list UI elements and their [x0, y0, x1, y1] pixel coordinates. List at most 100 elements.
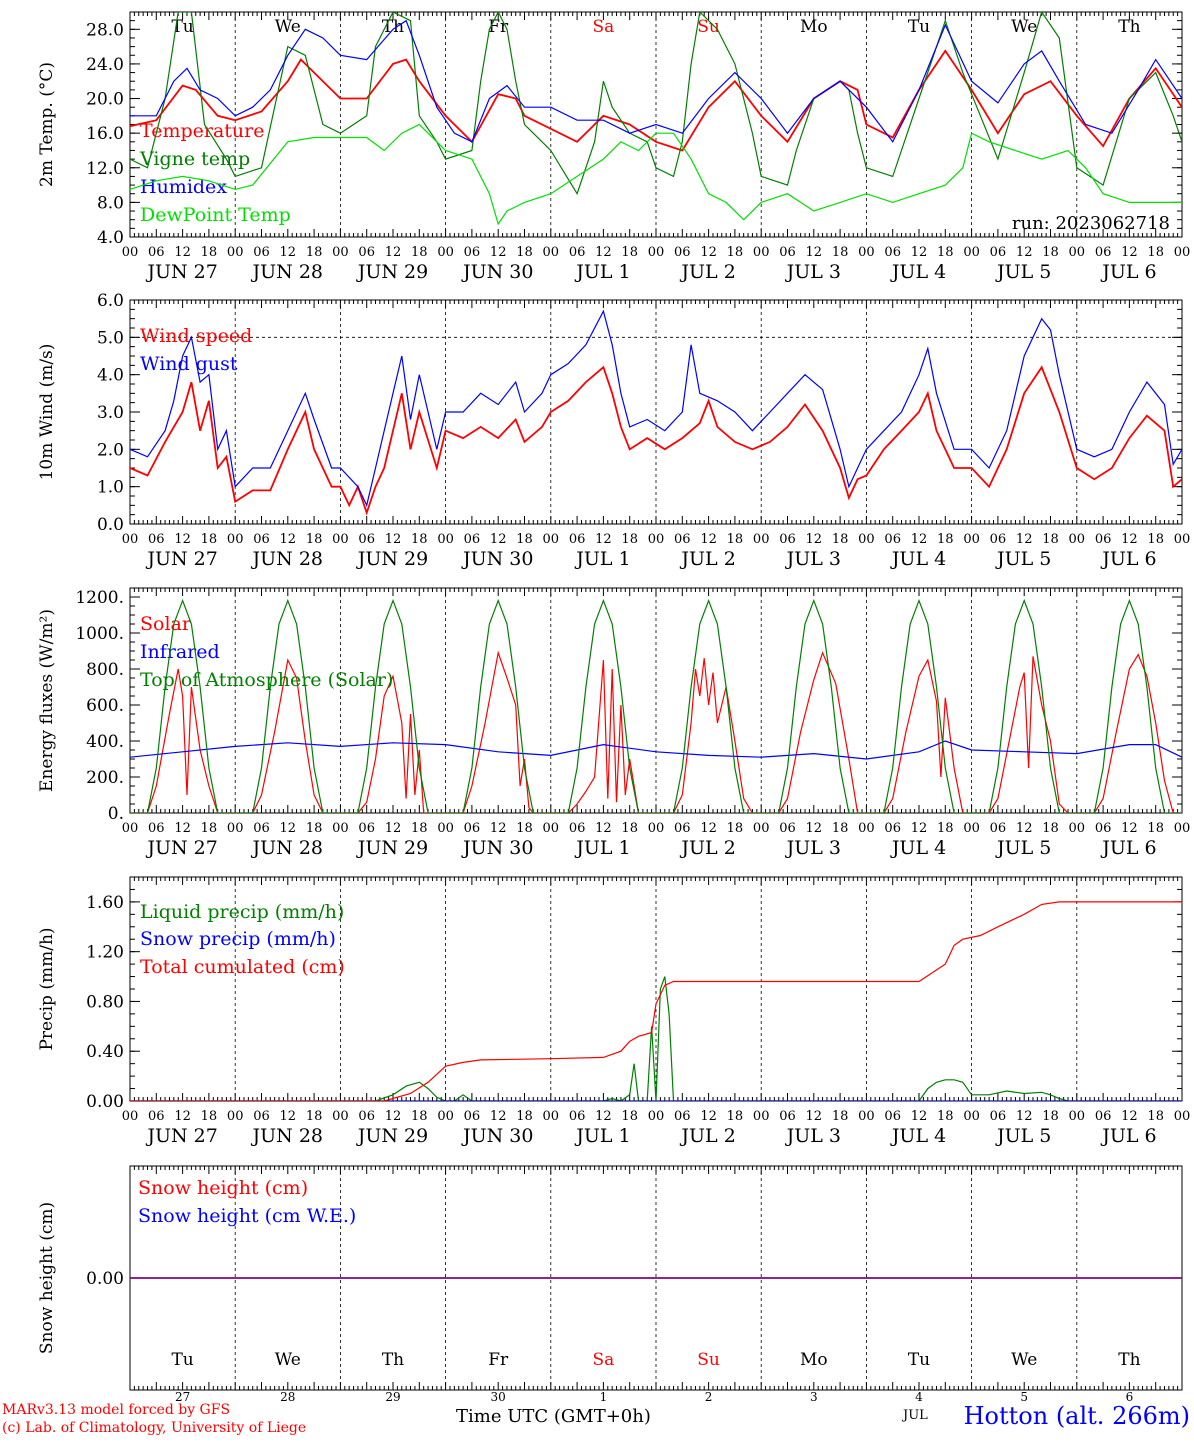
- x-hour-label: 00: [1174, 245, 1191, 260]
- y-tick-label: 16.0: [86, 124, 124, 144]
- x-hour-label: 00: [332, 532, 349, 547]
- x-hour-label: 18: [306, 1109, 323, 1124]
- x-hour-label: 06: [569, 821, 586, 836]
- legend-entry: Snow height (cm): [138, 1177, 308, 1199]
- legend-entry: Top of Atmosphere (Solar): [140, 669, 393, 691]
- x-hour-label: 12: [174, 1109, 191, 1124]
- y-tick-label: 0.00: [86, 1269, 124, 1289]
- x-hour-label: 18: [411, 1109, 428, 1124]
- weekday-label: Fr: [488, 1350, 509, 1370]
- x-hour-label: 06: [779, 821, 796, 836]
- weekday-label: We: [275, 1350, 301, 1370]
- x-hour-label: 18: [832, 245, 849, 260]
- x-hour-label: 00: [1069, 245, 1086, 260]
- x-hour-label: 18: [621, 1109, 638, 1124]
- x-day-label: JUN 27: [145, 837, 217, 859]
- x-hour-label: 18: [727, 245, 744, 260]
- x-hour-label: 12: [700, 821, 717, 836]
- weekday-label: Th: [382, 1350, 404, 1370]
- panel-5: 0.00 Snow height (cm) Tu 27 We 28 Th 29 Fr 30 Sa 1 S…: [37, 1165, 1183, 1404]
- x-hour-label: 00: [543, 532, 560, 547]
- series-liquid-precip-mm-h: [130, 976, 1182, 1101]
- x-hour-label: 00: [1174, 532, 1191, 547]
- plot-frame: [129, 587, 1183, 814]
- x-day-label: JUL 6: [1100, 837, 1156, 859]
- x-hour-label: 00: [227, 1109, 244, 1124]
- weekday-label: Th: [1118, 17, 1140, 37]
- x-hour-label: 06: [569, 532, 586, 547]
- x-hour-label: 12: [1016, 245, 1033, 260]
- x-hour-label: 12: [1121, 1109, 1138, 1124]
- x-hour-label: 06: [253, 821, 270, 836]
- y-tick-label: 1200.: [75, 588, 124, 608]
- x-hour-label: 00: [122, 821, 139, 836]
- run-label: run: 2023062718: [1012, 213, 1170, 234]
- x-hour-label: 00: [753, 245, 770, 260]
- series-total-cumulated-cm: [130, 901, 1182, 1101]
- x-hour-label: 06: [674, 532, 691, 547]
- day-number-label: 28: [280, 1390, 295, 1404]
- x-hour-label: 12: [806, 821, 823, 836]
- y-tick-label: 2.0: [97, 440, 124, 460]
- x-hour-label: 12: [280, 245, 297, 260]
- x-hour-label: 00: [1174, 821, 1191, 836]
- x-hour-label: 18: [937, 245, 954, 260]
- x-day-label: JUL 5: [995, 548, 1051, 570]
- x-hour-label: 06: [779, 1109, 796, 1124]
- x-hour-label: 00: [753, 532, 770, 547]
- weekday-label: Su: [697, 1350, 720, 1370]
- x-hour-label: 12: [1016, 532, 1033, 547]
- panel-3: 0. 200. 400. 600. 800. 1000. 1200. Energy fluxe…: [37, 587, 1191, 859]
- legend-entry: Wind gust: [140, 353, 238, 375]
- x-hour-label: 12: [280, 1109, 297, 1124]
- x-hour-label: 06: [884, 821, 901, 836]
- x-hour-label: 06: [884, 532, 901, 547]
- series-temperature: [130, 49, 1182, 152]
- x-hour-label: 18: [516, 821, 533, 836]
- x-hour-label: 12: [1121, 532, 1138, 547]
- weekday-label: Sa: [593, 17, 615, 37]
- x-day-label: JUL 6: [1100, 548, 1156, 570]
- weekday-label: We: [275, 17, 301, 37]
- x-hour-label: 00: [332, 1109, 349, 1124]
- x-hour-label: 18: [1042, 245, 1059, 260]
- x-hour-label: 18: [1147, 532, 1164, 547]
- x-day-label: JUL 2: [679, 837, 735, 859]
- legend-entry: Temperature: [140, 120, 264, 142]
- x-hour-label: 00: [332, 245, 349, 260]
- y-tick-label: 200.: [86, 768, 124, 788]
- y-axis-label: Precip (mm/h): [37, 927, 57, 1050]
- x-hour-label: 18: [937, 532, 954, 547]
- x-hour-label: 12: [595, 245, 612, 260]
- y-tick-label: 600.: [86, 696, 124, 716]
- y-tick-label: 0.40: [86, 1042, 124, 1062]
- y-tick-label: 5.0: [97, 328, 124, 348]
- y-tick-label: 24.0: [86, 55, 124, 75]
- station-label: Hotton (alt. 266m): [963, 1402, 1190, 1430]
- x-hour-label: 00: [648, 245, 665, 260]
- x-day-label: JUL 3: [785, 837, 841, 859]
- x-hour-label: 18: [201, 245, 218, 260]
- x-day-label: JUN 29: [356, 548, 428, 570]
- x-hour-label: 18: [201, 821, 218, 836]
- x-hour-label: 06: [1095, 532, 1112, 547]
- x-hour-label: 18: [832, 821, 849, 836]
- x-hour-label: 00: [753, 821, 770, 836]
- footer-lab-text: (c) Lab. of Climatology, University of L…: [2, 1420, 307, 1436]
- x-hour-label: 18: [516, 245, 533, 260]
- y-tick-label: 6.0: [97, 291, 124, 311]
- panel-1: 4.0 8.0 12.0 16.0 20.0 24.0 28.0 2m Temp. (°C) 0…: [37, 11, 1191, 283]
- x-hour-label: 06: [148, 245, 165, 260]
- x-hour-label: 18: [727, 821, 744, 836]
- x-hour-label: 12: [911, 532, 928, 547]
- x-hour-label: 12: [911, 821, 928, 836]
- series-top-of-atmosphere-solar: [130, 598, 1182, 813]
- x-hour-label: 00: [648, 821, 665, 836]
- x-hour-label: 00: [122, 245, 139, 260]
- x-hour-label: 12: [595, 1109, 612, 1124]
- x-hour-label: 12: [280, 821, 297, 836]
- legend-entry: Humidex: [140, 176, 227, 198]
- y-tick-label: 800.: [86, 660, 124, 680]
- y-axis-label: 10m Wind (m/s): [37, 344, 57, 481]
- series-dewpoint-temp: [130, 123, 1182, 226]
